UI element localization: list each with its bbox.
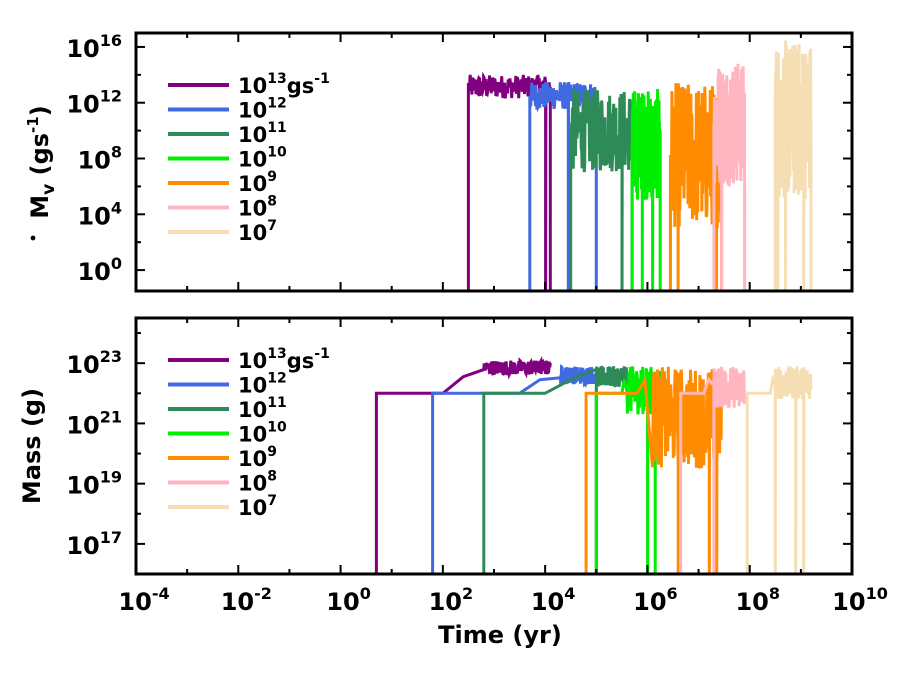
bottom-x-tick-label: 106 bbox=[633, 584, 678, 616]
top-y-axis-label-dot bbox=[30, 235, 36, 241]
top-y-tick-label: 108 bbox=[77, 143, 122, 175]
bottom-plot-area bbox=[374, 355, 813, 574]
top-series-2-line bbox=[569, 89, 634, 291]
top-series-0-line bbox=[466, 71, 552, 291]
bottom-series-5-line bbox=[679, 366, 747, 574]
top-legend-label: 1013gs-1 bbox=[238, 71, 330, 98]
bottom-x-tick-label: 100 bbox=[326, 584, 371, 616]
bottom-series-6-line bbox=[745, 366, 813, 574]
bottom-series-2-line bbox=[482, 365, 629, 574]
bottom-y-tick-label: 1023 bbox=[66, 347, 122, 379]
top-y-tick-label: 1016 bbox=[66, 31, 122, 63]
top-legend-label: 1012 bbox=[238, 96, 287, 123]
bottom-legend-label: 107 bbox=[238, 493, 277, 520]
top-series-1-line bbox=[528, 81, 598, 291]
bottom-x-tick-label: 10-2 bbox=[221, 584, 272, 616]
top-y-axis-label: Mv (gs-1) bbox=[24, 105, 59, 218]
x-axis-label: Time (yr) bbox=[438, 621, 562, 649]
bottom-legend-label: 1010 bbox=[238, 420, 287, 447]
bottom-legend-label: 109 bbox=[238, 444, 277, 471]
bottom-x-tick-label: 10-4 bbox=[118, 584, 169, 616]
top-legend-label: 108 bbox=[238, 194, 277, 221]
bottom-legend-label: 1013gs-1 bbox=[238, 346, 330, 373]
top-legend-label: 107 bbox=[238, 218, 277, 245]
bottom-x-tick-label: 104 bbox=[531, 584, 576, 616]
bottom-x-tick-label: 102 bbox=[429, 584, 474, 616]
bottom-series-1-line bbox=[431, 364, 598, 574]
bottom-y-tick-label: 1019 bbox=[66, 468, 122, 500]
top-y-tick-label: 104 bbox=[77, 198, 122, 230]
top-legend-label: 1011 bbox=[238, 120, 287, 147]
bottom-series-3-line bbox=[594, 366, 662, 574]
bottom-y-axis-label: Mass (g) bbox=[18, 388, 46, 504]
bottom-x-tick-label: 1010 bbox=[832, 584, 888, 616]
top-legend-label: 1010 bbox=[238, 145, 287, 172]
top-series-6-line bbox=[773, 40, 813, 291]
top-legend-label: 109 bbox=[238, 169, 277, 196]
bottom-x-tick-label: 108 bbox=[735, 584, 780, 616]
top-y-tick-label: 1012 bbox=[66, 87, 122, 119]
bottom-legend-label: 108 bbox=[238, 469, 277, 496]
top-series-5-line bbox=[712, 63, 747, 291]
top-plot-area bbox=[466, 40, 813, 291]
bottom-y-tick-label: 1017 bbox=[66, 528, 122, 560]
bottom-legend-label: 1011 bbox=[238, 395, 287, 422]
bottom-series-0-line bbox=[374, 355, 552, 574]
top-series-3-line bbox=[630, 88, 662, 291]
bottom-legend-label: 1012 bbox=[238, 371, 287, 398]
bottom-y-tick-label: 1021 bbox=[66, 407, 122, 439]
bottom-series-4-line bbox=[584, 366, 724, 574]
top-y-tick-label: 100 bbox=[77, 254, 122, 286]
